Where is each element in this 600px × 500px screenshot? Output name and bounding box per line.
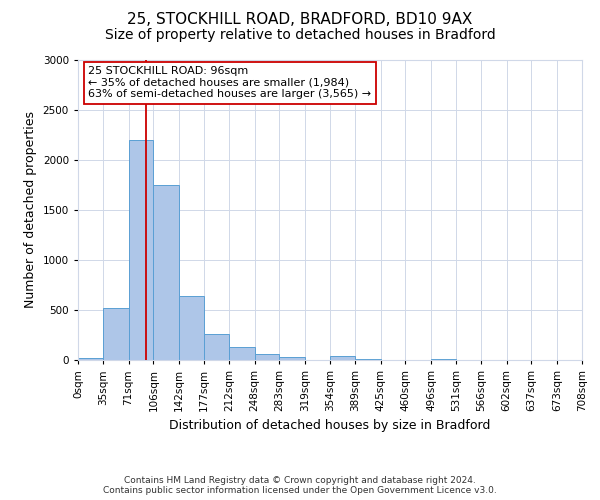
- Bar: [154, 185, 179, 360]
- Text: Contains HM Land Registry data © Crown copyright and database right 2024.
Contai: Contains HM Land Registry data © Crown c…: [103, 476, 497, 495]
- Bar: [128, 140, 154, 360]
- Bar: [254, 354, 280, 360]
- Bar: [330, 356, 355, 360]
- Y-axis label: Number of detached properties: Number of detached properties: [24, 112, 37, 308]
- Text: Size of property relative to detached houses in Bradford: Size of property relative to detached ho…: [104, 28, 496, 42]
- Text: 25, STOCKHILL ROAD, BRADFORD, BD10 9AX: 25, STOCKHILL ROAD, BRADFORD, BD10 9AX: [127, 12, 473, 28]
- Bar: [179, 296, 204, 360]
- Bar: [355, 359, 380, 360]
- Bar: [103, 308, 128, 360]
- Text: 25 STOCKHILL ROAD: 96sqm
← 35% of detached houses are smaller (1,984)
63% of sem: 25 STOCKHILL ROAD: 96sqm ← 35% of detach…: [88, 66, 371, 99]
- X-axis label: Distribution of detached houses by size in Bradford: Distribution of detached houses by size …: [169, 420, 491, 432]
- Bar: [280, 357, 305, 360]
- Bar: [204, 334, 229, 360]
- Bar: [431, 359, 456, 360]
- Bar: [229, 347, 254, 360]
- Bar: [78, 358, 103, 360]
